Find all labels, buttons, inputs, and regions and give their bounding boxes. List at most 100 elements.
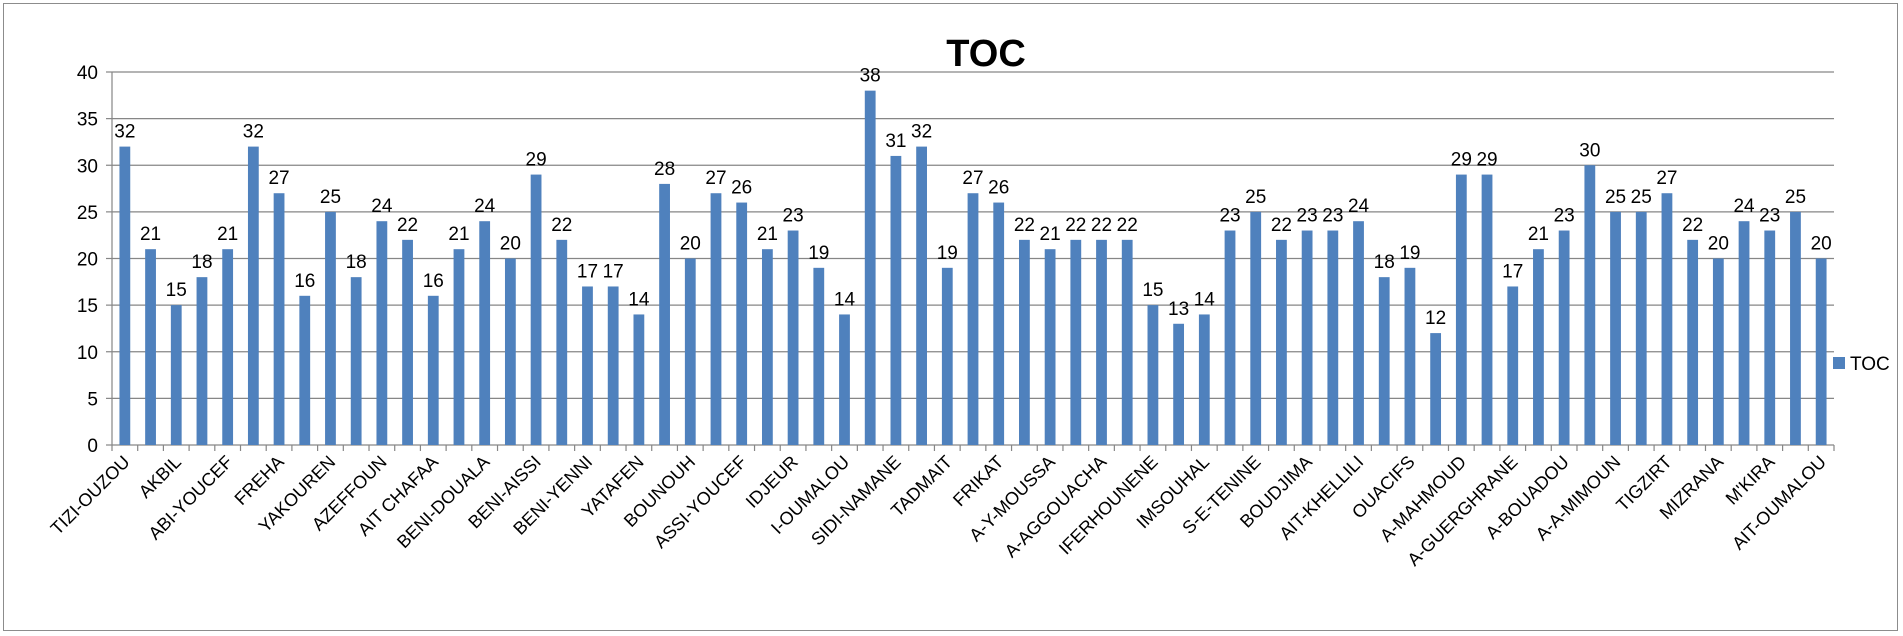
data-label: 14: [834, 289, 856, 310]
bar: [1764, 230, 1776, 445]
chart-frame: TOC 0 5 10 15 20 25 30 35 40 TIZI-OUZOU AKBIL ABI-…: [3, 3, 1898, 631]
data-label: 27: [1656, 168, 1677, 189]
legend: TOC: [1833, 354, 1890, 375]
y-tick-label: 0: [87, 436, 98, 457]
bar: [145, 249, 156, 445]
data-label: 29: [1451, 150, 1472, 171]
x-tick-label: TIZI-OUZOU: [47, 452, 134, 539]
data-label: 25: [1785, 187, 1806, 208]
bar: [813, 267, 825, 445]
bar: [761, 249, 773, 445]
data-label: 20: [1811, 234, 1832, 255]
data-label: 24: [474, 196, 496, 217]
data-label: 18: [1374, 252, 1395, 273]
data-label: 24: [1348, 196, 1370, 217]
data-label: 13: [1168, 299, 1189, 320]
data-label: 25: [320, 187, 341, 208]
bar: [736, 202, 748, 445]
bar: [684, 258, 696, 445]
data-label: 18: [191, 252, 212, 273]
y-tick-label: 10: [77, 343, 98, 364]
bar: [119, 146, 131, 445]
bar: [1790, 211, 1801, 445]
y-tick-label: 5: [87, 389, 98, 410]
bar: [967, 193, 979, 445]
data-label: 32: [114, 122, 135, 143]
data-label: 21: [448, 224, 469, 245]
bar: [1019, 239, 1030, 445]
data-label: 38: [860, 66, 881, 87]
bar: [864, 90, 876, 446]
data-label: 21: [217, 224, 238, 245]
bar: [170, 305, 182, 445]
data-label: 19: [937, 243, 958, 264]
data-label: 31: [885, 131, 906, 152]
x-tick-label: BENI-DOUALA: [393, 452, 493, 552]
data-label: 21: [1040, 224, 1061, 245]
data-label: 32: [911, 122, 932, 143]
data-label: 23: [1759, 206, 1780, 227]
data-label: 20: [680, 234, 701, 255]
bar: [916, 146, 927, 445]
bar: [1738, 221, 1750, 445]
bar: [941, 267, 953, 445]
data-label: 22: [397, 215, 418, 236]
bar: [1301, 230, 1313, 445]
data-label: 28: [654, 159, 675, 180]
data-label: 22: [1117, 215, 1138, 236]
bar: [1481, 174, 1493, 445]
data-label: 22: [1065, 215, 1086, 236]
data-label: 22: [1682, 215, 1703, 236]
bar: [1276, 239, 1287, 445]
bar: [1687, 239, 1699, 445]
bar: [1661, 193, 1673, 445]
x-tick-label: ASSI-YOUCEF: [650, 452, 750, 552]
data-label: 27: [268, 168, 289, 189]
bar: [1378, 277, 1390, 445]
data-label: 14: [1194, 289, 1216, 310]
legend-swatch: [1833, 357, 1845, 369]
bar: [1815, 258, 1827, 445]
data-label: 16: [294, 271, 315, 292]
data-label: 12: [1425, 308, 1446, 329]
data-label: 27: [705, 168, 726, 189]
bar: [1070, 239, 1082, 445]
bar: [839, 314, 850, 445]
bar: [1430, 333, 1442, 445]
bar: [1558, 230, 1570, 445]
bar: [1173, 323, 1185, 445]
y-tick-label: 30: [77, 156, 98, 177]
bar: [993, 202, 1005, 445]
bar: [1635, 211, 1647, 445]
x-tick-label: SIDI-NAMANE: [807, 452, 905, 550]
data-label: 20: [1708, 234, 1729, 255]
data-label: 26: [988, 178, 1009, 199]
legend-label: TOC: [1850, 354, 1890, 375]
y-axis-ticks: 0 5 10 15 20 25 30 35 40: [77, 63, 98, 457]
data-label: 24: [371, 196, 393, 217]
bar: [890, 155, 902, 446]
y-tick-label: 15: [77, 296, 98, 317]
bar: [247, 146, 259, 445]
data-label: 25: [1245, 187, 1266, 208]
bar: [1455, 174, 1467, 445]
data-label: 16: [423, 271, 444, 292]
bar-chart: TOC 0 5 10 15 20 25 30 35 40 TIZI-OUZOU AKBILABI-…: [47, 33, 1890, 570]
y-tick-label: 35: [77, 110, 98, 131]
data-label: 17: [1502, 261, 1523, 282]
bar: [196, 277, 208, 445]
data-label: 18: [346, 252, 367, 273]
bar: [710, 193, 722, 445]
data-label: 22: [1014, 215, 1035, 236]
x-tick-label: AKBIL: [135, 452, 185, 502]
data-label: 22: [1271, 215, 1292, 236]
bar: [1121, 239, 1133, 445]
bar: [273, 193, 285, 445]
data-label: 17: [603, 261, 624, 282]
x-axis-labels: TIZI-OUZOU AKBILABI-YOUCEFFREHAYAKOURENAZ…: [47, 452, 1830, 570]
chart-title: TOC: [946, 33, 1026, 75]
bar: [325, 211, 336, 445]
bar: [1044, 249, 1056, 445]
x-tick-label: AIT-OUMALOU: [1728, 452, 1830, 554]
